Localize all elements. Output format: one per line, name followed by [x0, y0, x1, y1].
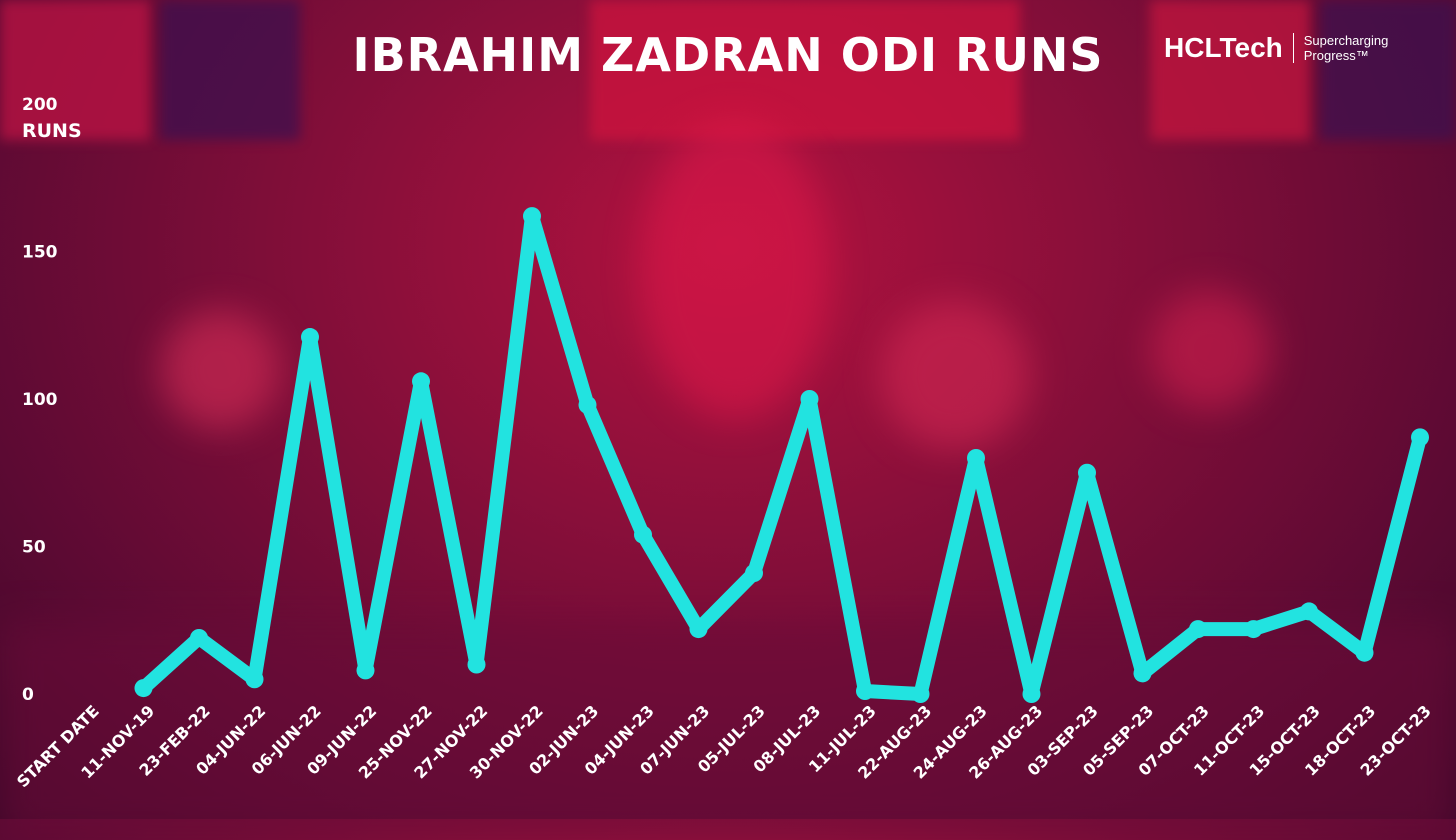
brand-tagline: Supercharging Progress™	[1304, 33, 1389, 63]
background-banner	[160, 0, 300, 140]
data-point	[911, 685, 930, 703]
background-banner	[590, 0, 1020, 140]
background-trophy-blur	[640, 120, 830, 420]
brand-tagline-line1: Supercharging	[1303, 33, 1389, 48]
data-point	[1355, 643, 1374, 662]
y-tick-label: 100	[22, 390, 58, 410]
background-figure-blur	[160, 310, 280, 430]
background-banner	[0, 0, 150, 140]
data-point	[800, 390, 819, 408]
background-figure-blur	[880, 300, 1030, 450]
data-point	[467, 655, 486, 674]
data-point	[1189, 620, 1207, 639]
data-point	[412, 372, 430, 391]
data-point	[1300, 602, 1318, 621]
data-point	[1078, 463, 1096, 482]
data-point	[1022, 685, 1041, 703]
brand-divider	[1292, 33, 1294, 63]
line-chart: 0 50 100 150 200 START DATE11-NOV-1923-FEB-2…	[13, 95, 1435, 791]
background-figure-blur	[1150, 290, 1270, 410]
y-axis-ticks: 0 50 100 150 200	[22, 95, 58, 705]
data-point	[967, 449, 985, 467]
data-point	[578, 395, 597, 414]
brand-name: HCLTech	[1164, 32, 1283, 63]
data-point	[1133, 664, 1152, 683]
data-point	[245, 670, 264, 689]
y-tick-label: 0	[22, 685, 34, 705]
chart-title: IBRAHIM ZADRAN ODI RUNS	[352, 28, 1104, 82]
brand-tagline-line2: Progress™	[1303, 48, 1369, 63]
data-point	[301, 328, 319, 347]
data-point	[1411, 428, 1429, 447]
data-point	[689, 620, 708, 639]
data-point	[634, 525, 652, 544]
background-banner	[1320, 0, 1456, 140]
data-point	[134, 679, 153, 698]
data-point	[1244, 620, 1263, 639]
data-point	[190, 628, 208, 647]
background-banner	[1150, 0, 1310, 140]
brand-logo: HCLTech Supercharging Progress™	[1164, 32, 1388, 64]
data-point	[856, 682, 874, 701]
background-floor-blur	[0, 620, 1456, 840]
data-points	[134, 207, 1429, 703]
data-point	[745, 564, 763, 583]
y-tick-label: 50	[22, 538, 46, 558]
data-point	[523, 207, 541, 226]
series-line	[136, 209, 1427, 701]
y-tick-label: 200	[22, 95, 58, 115]
y-tick-label: 150	[22, 243, 58, 263]
y-axis-label: RUNS	[22, 120, 82, 142]
data-point	[356, 661, 375, 680]
x-axis-ticks: START DATE11-NOV-1923-FEB-2204-JUN-2206-…	[13, 701, 1435, 791]
